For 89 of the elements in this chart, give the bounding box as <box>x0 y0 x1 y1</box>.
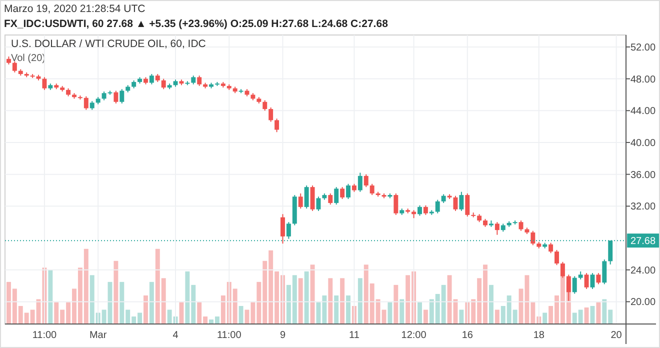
candlestick <box>316 196 321 212</box>
candlestick <box>590 272 595 290</box>
bar <box>358 278 362 324</box>
candlestick <box>114 90 118 104</box>
candlestick <box>298 192 303 210</box>
candlestick <box>554 249 559 266</box>
candlestick <box>346 183 350 200</box>
candlestick <box>12 60 17 73</box>
candlestick <box>602 259 607 285</box>
candlestick <box>280 214 285 244</box>
bar <box>584 307 589 324</box>
candlestick <box>560 261 565 278</box>
bar <box>459 310 464 324</box>
bar <box>48 270 53 324</box>
candlestick <box>42 76 47 90</box>
chart-title: FX_IDC:USDWTI, 60 27.68 ▲ +5.35 (+23.96%) O:25.09 H:27.68 L:24.68 C:27.68 <box>4 18 388 30</box>
candlestick <box>84 96 88 110</box>
candlestick <box>394 192 398 216</box>
candlestick <box>494 222 500 236</box>
candlestick <box>423 204 428 216</box>
x-tick-label: Mar <box>89 330 108 341</box>
bar <box>340 278 345 324</box>
bar <box>179 302 184 324</box>
x-tick-label: 11:00 <box>32 330 58 341</box>
y-tick-label: 52.00 <box>630 42 656 54</box>
candlestick <box>465 192 470 218</box>
candlestick <box>584 272 589 290</box>
x-tick-label: 11 <box>349 330 360 341</box>
y-tick-label: 40.00 <box>630 138 656 149</box>
candlestick <box>370 183 374 196</box>
candlestick <box>459 191 464 212</box>
bar <box>388 302 392 324</box>
candlestick <box>268 106 274 122</box>
bar <box>418 302 422 324</box>
candlestick <box>286 222 291 240</box>
candlestick <box>596 272 601 285</box>
y-tick-label: 32.00 <box>630 202 656 213</box>
bar <box>114 260 118 324</box>
candlestick <box>340 186 345 200</box>
ref-line-label: 27.68 <box>630 236 656 248</box>
candlestick <box>328 192 333 206</box>
candlestick <box>358 172 362 192</box>
bar <box>488 284 494 324</box>
candlestick <box>304 184 309 210</box>
bar <box>298 278 303 324</box>
candlestick <box>161 78 166 90</box>
bar <box>143 295 148 324</box>
candlestick <box>197 75 202 86</box>
bar <box>423 310 428 324</box>
x-tick-label: 4 <box>172 330 179 341</box>
bar <box>400 299 404 324</box>
bar <box>346 295 350 324</box>
bar <box>334 295 339 324</box>
x-tick-label: 18 <box>533 330 545 341</box>
y-tick-label: 44.00 <box>630 106 656 118</box>
candlestick <box>435 199 440 214</box>
bar <box>494 310 500 324</box>
candlestick <box>453 195 458 212</box>
chart-subtitle: U.S. DOLLAR / WTI CRUDE OIL, 60, IDC <box>11 38 206 50</box>
candlestick <box>364 174 368 188</box>
bar <box>394 284 398 324</box>
candlestick <box>120 88 124 104</box>
candlestick <box>274 118 280 133</box>
candlestick <box>334 186 339 206</box>
candlestick <box>262 100 268 112</box>
bar <box>149 282 154 324</box>
x-tick-label: 9 <box>280 330 286 341</box>
candlestick <box>530 230 536 246</box>
text: Marzo 19, 2020 21:28:54 UTC <box>4 3 146 15</box>
y-tick-label: 36.00 <box>630 170 656 181</box>
bar <box>596 302 601 324</box>
x-tick-label: 11:00 <box>216 330 242 341</box>
bar <box>328 278 333 324</box>
x-tick-label: 12:00 <box>401 330 427 341</box>
x-tick-label: 16 <box>462 330 474 341</box>
bar <box>304 271 309 324</box>
y-tick-label: 20.00 <box>630 297 656 308</box>
candlestick <box>548 242 554 254</box>
candlestick <box>518 220 524 232</box>
bar <box>542 312 548 324</box>
candlestick <box>572 276 577 294</box>
bar <box>310 264 315 324</box>
y-tick-label: 48.00 <box>630 74 656 86</box>
bar <box>238 306 244 324</box>
x-tick-label: 20 <box>610 330 622 341</box>
candlestick <box>149 74 154 85</box>
y-tick-label: 24.00 <box>630 265 656 276</box>
candlestick <box>310 184 315 212</box>
candlestick <box>418 204 422 216</box>
